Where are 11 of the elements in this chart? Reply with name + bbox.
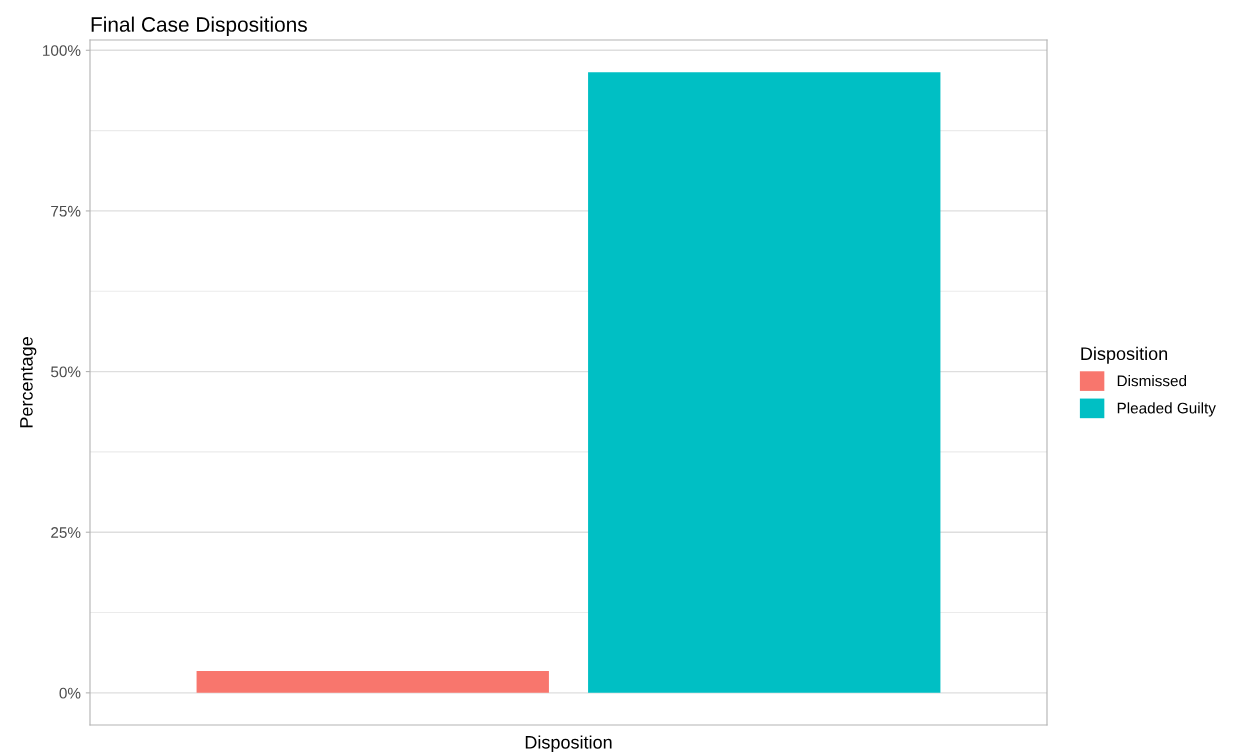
y-tick-label: 25% [51, 527, 81, 538]
chart-title: Final Case Dispositions [91, 16, 307, 36]
legend-label: Pleaded Guilty [1117, 402, 1216, 417]
y-tick-label: 50% [51, 366, 81, 378]
y-tick-label: 0% [59, 687, 81, 699]
y-axis-title: Percentage [20, 337, 37, 428]
y-tick-label: 100% [43, 45, 81, 56]
x-axis-title: Disposition [525, 735, 612, 752]
legend-label: Dismissed [1117, 375, 1187, 387]
y-tick-label: 75% [51, 205, 81, 217]
legend-title: Disposition [1081, 346, 1168, 364]
